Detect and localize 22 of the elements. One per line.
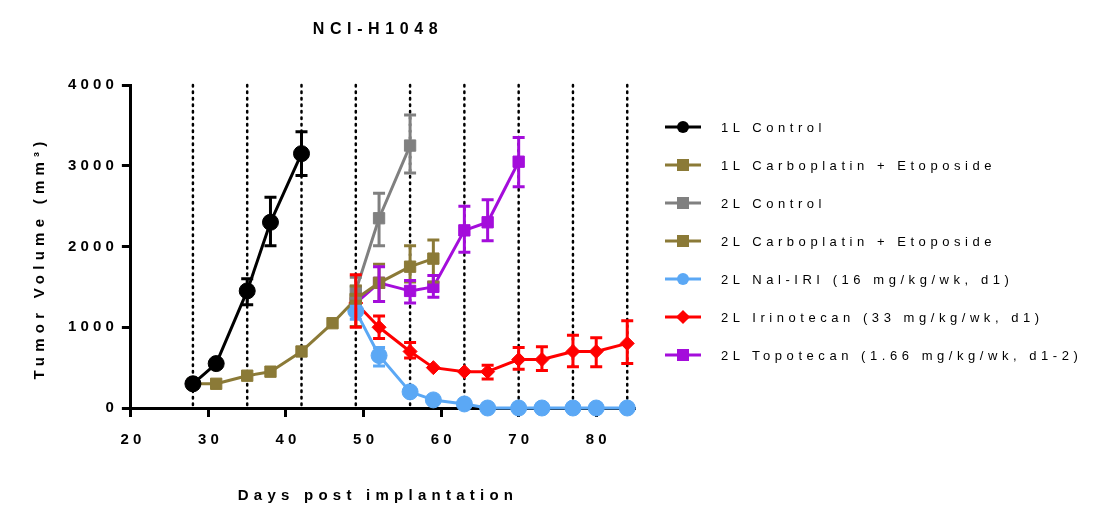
y-axis-title: Tumor Volume (mm³): [29, 135, 47, 382]
x-tick-label: 4 0: [275, 430, 297, 448]
y-tick-label: 2 0 0 0: [68, 236, 114, 254]
y-tick-label: 3 0 0 0: [68, 155, 114, 173]
y-tick-label: 1 0 0 0: [68, 317, 114, 335]
legend-label: 1L Control: [721, 119, 826, 135]
legend-label: 2L Carboplatin + Etoposide: [721, 233, 997, 249]
legend-label: 2L Nal-IRI (16 mg/kg/wk, d1): [721, 271, 1014, 287]
y-tick-label: 4 0 0 0: [68, 75, 114, 93]
x-tick-label: 2 0: [120, 430, 142, 448]
legend-label: 2L Control: [721, 195, 826, 211]
chart-title: NCI-H1048: [311, 20, 445, 38]
x-tick-label: 5 0: [353, 430, 374, 448]
legend-label: 2L Topotecan (1.66 mg/kg/wk, d1-2): [721, 347, 1083, 363]
x-tick-label: 3 0: [198, 430, 219, 448]
x-tick-label: 6 0: [430, 430, 452, 448]
x-tick-label: 8 0: [585, 430, 607, 448]
legend-label: 1L Carboplatin + Etoposide: [721, 157, 997, 173]
legend-label: 2L Irinotecan (33 mg/kg/wk, d1): [721, 309, 1044, 325]
x-tick-label: 7 0: [508, 430, 530, 448]
y-tick-label: 0: [105, 398, 114, 416]
x-axis-title: Days post implantation: [236, 486, 520, 503]
